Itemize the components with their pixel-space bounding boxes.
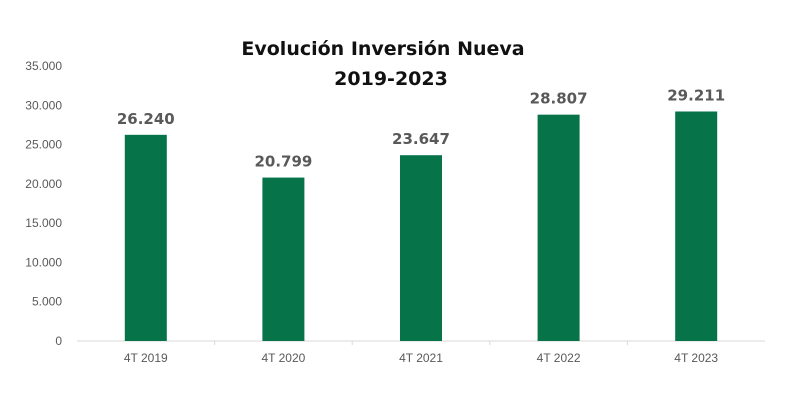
data-label: 28.807 — [530, 90, 588, 108]
data-label: 20.799 — [254, 153, 312, 171]
bar — [124, 134, 167, 341]
bar — [262, 177, 305, 341]
y-tick-label: 35.000 — [25, 59, 62, 73]
x-tick-label: 4T 2019 — [124, 351, 168, 365]
y-tick-label: 20.000 — [25, 177, 62, 191]
y-tick-label: 30.000 — [25, 98, 62, 112]
x-tick-label: 4T 2023 — [674, 351, 718, 365]
chart-title-line-2: 2019-2023 — [334, 68, 448, 90]
x-tick-label: 4T 2020 — [261, 351, 305, 365]
bar — [675, 111, 718, 341]
y-tick-label: 10.000 — [25, 255, 62, 269]
y-tick-label: 0 — [55, 334, 62, 348]
x-tick-label: 4T 2021 — [399, 351, 443, 365]
data-label: 26.240 — [117, 110, 175, 128]
data-label: 29.211 — [667, 86, 725, 104]
chart-title-line-1: Evolución Inversión Nueva — [241, 38, 524, 60]
x-tick-label: 4T 2022 — [537, 351, 581, 365]
y-tick-label: 5.000 — [32, 295, 62, 309]
bar — [400, 155, 442, 341]
y-tick-label: 15.000 — [25, 216, 62, 230]
bar — [537, 114, 580, 341]
y-tick-label: 25.000 — [25, 138, 62, 152]
data-label: 23.647 — [392, 130, 450, 148]
